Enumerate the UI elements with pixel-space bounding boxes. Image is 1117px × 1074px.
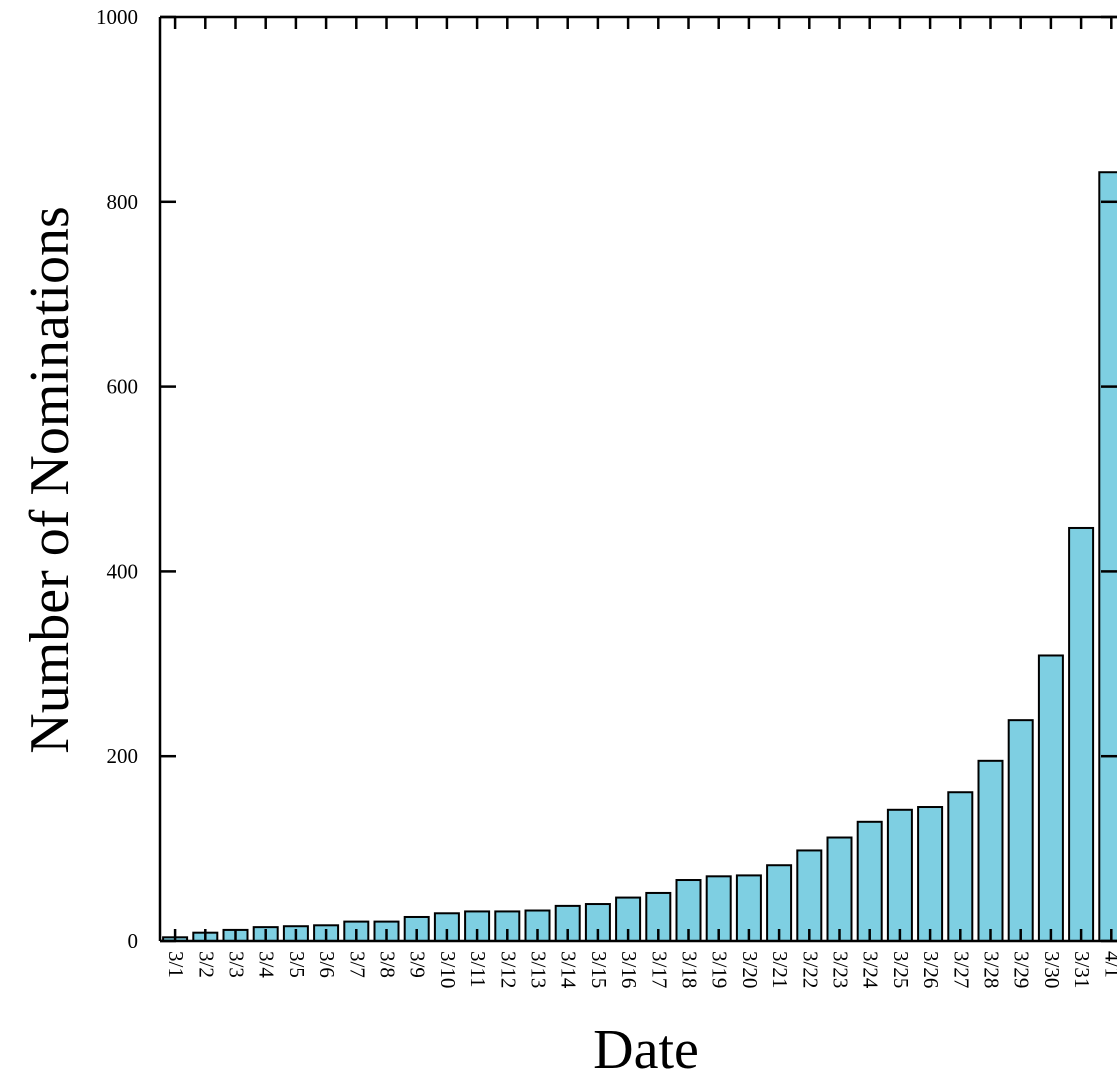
x-tick-label: 3/5 (285, 951, 309, 978)
x-tick-label: 3/19 (708, 951, 732, 988)
x-tick-label: 3/26 (919, 951, 943, 988)
x-tick-label: 3/31 (1070, 951, 1094, 988)
x-tick-label: 3/11 (466, 951, 490, 988)
x-tick-label: 3/20 (738, 951, 762, 988)
y-tick-label: 1000 (96, 5, 138, 29)
axes (158, 15, 1117, 943)
x-tick-label: 3/10 (436, 951, 460, 988)
x-tick-label: 3/17 (647, 951, 671, 988)
x-tick-label: 3/16 (617, 951, 641, 988)
y-axis-title: Number of Nominations (19, 206, 81, 753)
bar-4-1 (1098, 171, 1117, 943)
x-tick-label: 3/8 (376, 951, 400, 978)
x-tick-label: 3/30 (1040, 951, 1064, 988)
x-tick-label: 3/27 (949, 951, 973, 988)
x-tick-label: 3/14 (557, 951, 581, 989)
bars (162, 171, 1117, 943)
x-tick-label: 3/9 (406, 951, 430, 978)
x-tick-label: 3/7 (345, 951, 369, 978)
bar-3-22 (796, 849, 823, 943)
x-tick-label: 3/21 (768, 951, 792, 988)
y-tick-label: 600 (107, 375, 139, 399)
bar-3-23 (826, 836, 853, 943)
bar-3-27 (947, 791, 974, 942)
y-tick-label: 0 (128, 929, 139, 953)
bar-3-30 (1037, 654, 1064, 942)
x-tick-labels: 3/1 3/2 3/3 3/4 3/5 3/6 3/7 3/8 3/9 3/10 3/11 3/12 3… (164, 951, 1117, 989)
x-tick-label: 3/12 (496, 951, 520, 988)
x-tick-label: 3/24 (859, 951, 883, 989)
x-tick-label: 3/18 (678, 951, 702, 988)
y-tick-label: 800 (107, 190, 139, 214)
bar-3-26 (917, 806, 944, 943)
x-tick-label: 3/1 (164, 951, 188, 978)
y-tick-label: 400 (107, 559, 139, 583)
bar-3-25 (886, 808, 913, 942)
x-tick-label: 3/22 (798, 951, 822, 988)
x-tick-label: 3/6 (315, 951, 339, 978)
y-tick-label: 200 (107, 744, 139, 768)
x-tick-label: 3/4 (255, 951, 279, 978)
x-tick-label: 3/2 (194, 951, 218, 978)
bar-3-29 (1007, 719, 1034, 942)
x-tick-label: 3/25 (889, 951, 913, 988)
y-tick-labels: 0 200 400 600 800 1000 (96, 5, 138, 953)
x-tick-label: 4/1 (1100, 951, 1117, 978)
x-tick-label: 3/15 (587, 951, 611, 988)
bar-3-28 (977, 759, 1004, 942)
x-tick-label: 3/28 (980, 951, 1004, 988)
x-tick-label: 3/13 (527, 951, 551, 988)
bar-3-24 (856, 820, 883, 942)
bar-3-31 (1068, 526, 1095, 942)
bar-3-21 (766, 864, 793, 942)
x-axis-title: Date (593, 1019, 699, 1074)
x-tick-label: 3/23 (829, 951, 853, 988)
x-tick-label: 3/29 (1010, 951, 1034, 988)
x-tick-label: 3/3 (225, 951, 249, 978)
